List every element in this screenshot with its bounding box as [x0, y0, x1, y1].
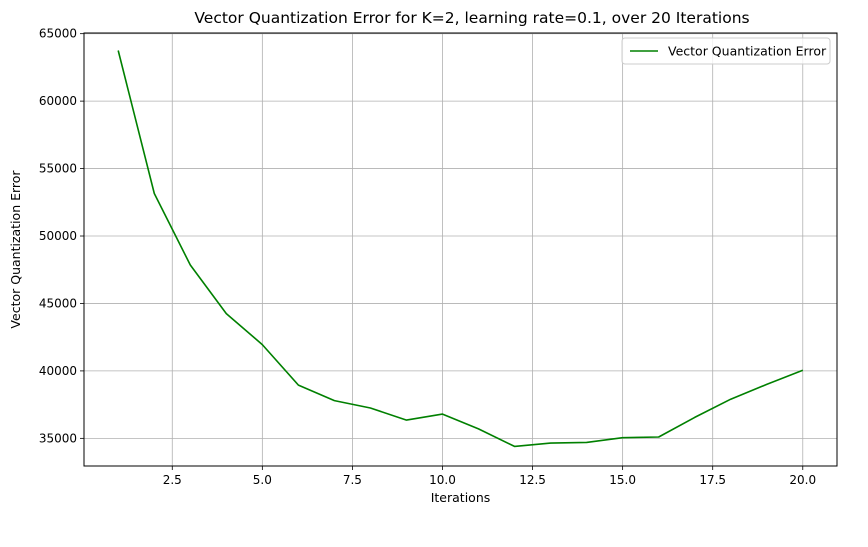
chart-title: Vector Quantization Error for K=2, learn…: [194, 9, 749, 27]
y-tick-label: 45000: [39, 296, 77, 310]
x-tick-label: 15.0: [609, 473, 636, 487]
plot-frame: [83, 32, 838, 467]
legend: Vector Quantization Error: [621, 37, 831, 65]
series-line: [117, 50, 804, 448]
y-tick-label: 55000: [39, 162, 77, 176]
x-tick-label: 12.5: [519, 473, 546, 487]
series-layer: [117, 50, 804, 448]
x-tick-label: 17.5: [699, 473, 726, 487]
x-tick-label: 20.0: [789, 473, 816, 487]
y-tick-label: 35000: [39, 431, 77, 445]
y-tick-label: 60000: [39, 94, 77, 108]
y-axis-label: Vector Quantization Error: [8, 170, 23, 329]
x-tick-label: 2.5: [163, 473, 182, 487]
x-tick-label: 10.0: [429, 473, 456, 487]
y-tick-label: 65000: [39, 27, 77, 41]
legend-label: Vector Quantization Error: [668, 44, 827, 59]
legend-box: [621, 37, 831, 65]
x-axis-label: Iterations: [431, 490, 491, 505]
x-axis: 2.5 5.0 7.5 10.0 12.5 15.0 17.5 20.0: [163, 466, 816, 487]
grid: [84, 33, 837, 466]
y-tick-label: 50000: [39, 229, 77, 243]
x-tick-label: 5.0: [253, 473, 272, 487]
y-tick-label: 40000: [39, 364, 77, 378]
x-tick-label: 7.5: [343, 473, 362, 487]
y-axis: 35000 40000 45000 50000 55000 60000 65000: [39, 27, 84, 445]
